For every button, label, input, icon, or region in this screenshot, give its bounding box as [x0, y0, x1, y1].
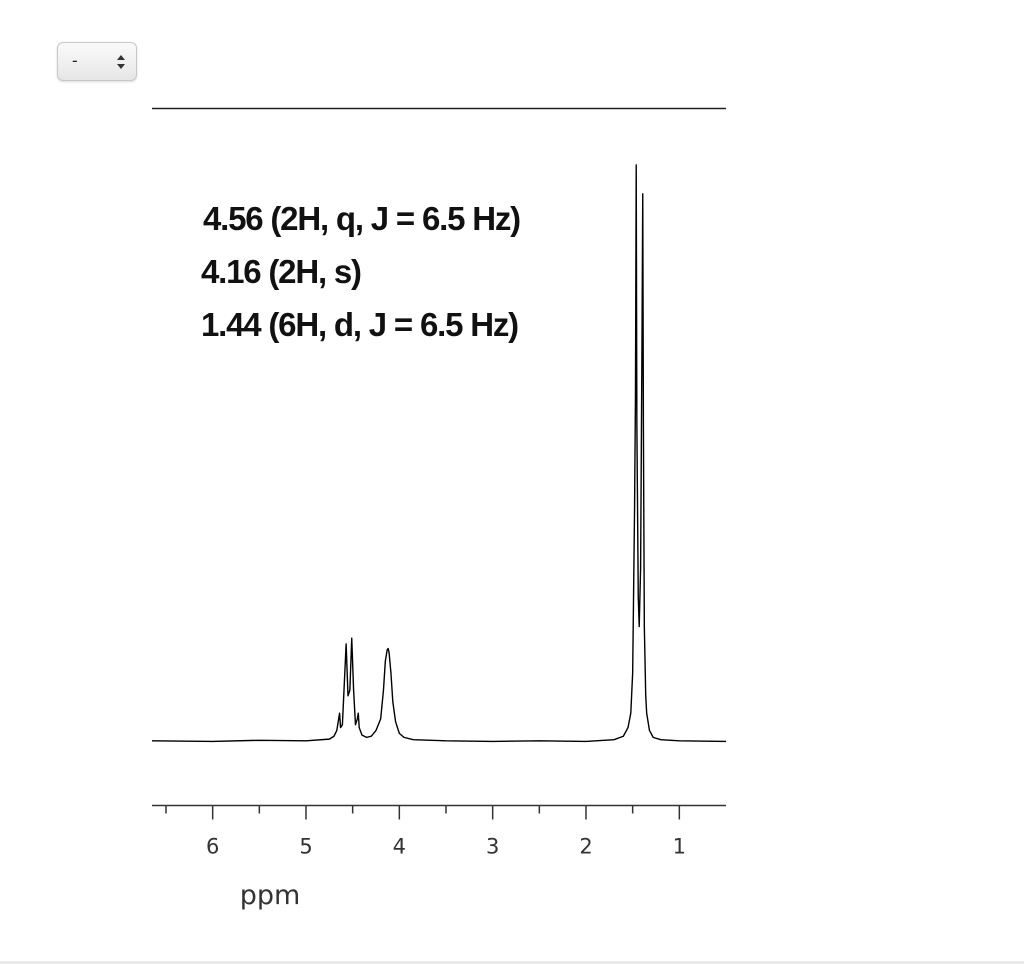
- x-tick-label: 4: [393, 835, 406, 859]
- x-tick-label: 6: [206, 835, 219, 859]
- select-dropdown[interactable]: -: [57, 42, 137, 81]
- spectrum-line: [151, 164, 727, 743]
- x-tick-label: 5: [299, 835, 312, 859]
- annotation: 1.44 (6H, d, J = 6.5 Hz): [201, 306, 518, 343]
- annotation: 4.16 (2H, s): [201, 253, 361, 290]
- previous-axis-label: ppm: [460, 0, 521, 1]
- x-tick-label: 3: [486, 835, 499, 859]
- x-axis-title: ppm: [240, 880, 301, 911]
- select-arrows: [117, 55, 125, 69]
- x-tick-label: 2: [579, 835, 592, 859]
- select-value: -: [72, 51, 78, 70]
- x-tick-label: 1: [673, 835, 686, 859]
- annotation: 4.56 (2H, q, J = 6.5 Hz): [203, 200, 520, 237]
